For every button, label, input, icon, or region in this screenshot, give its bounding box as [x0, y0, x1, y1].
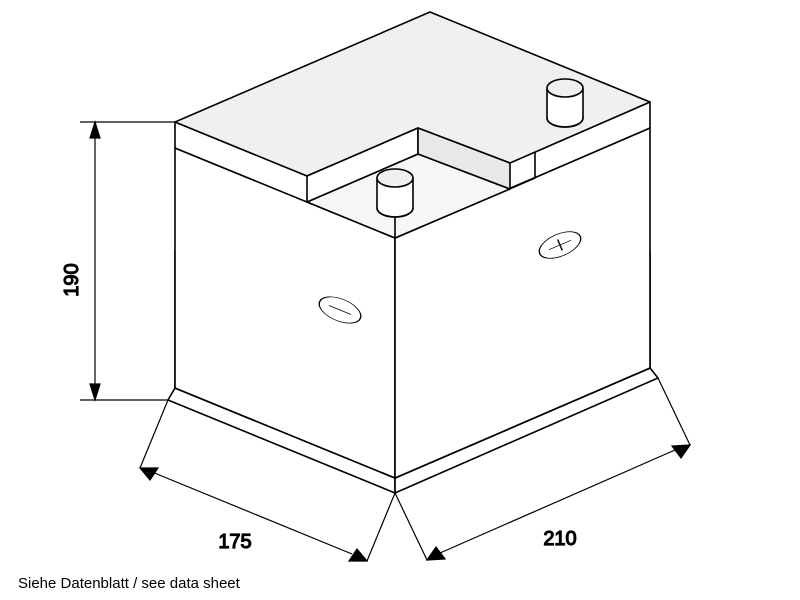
- battery-diagram: 190 175 210 Siehe Datenblatt / see data …: [0, 0, 800, 600]
- footer-note: Siehe Datenblatt / see data sheet: [18, 575, 241, 592]
- dim-depth-label: 175: [218, 531, 251, 553]
- terminal-positive: [547, 79, 583, 127]
- terminal-negative: [377, 169, 413, 217]
- dim-height-label: 190: [61, 263, 83, 296]
- dim-width-label: 210: [543, 528, 576, 550]
